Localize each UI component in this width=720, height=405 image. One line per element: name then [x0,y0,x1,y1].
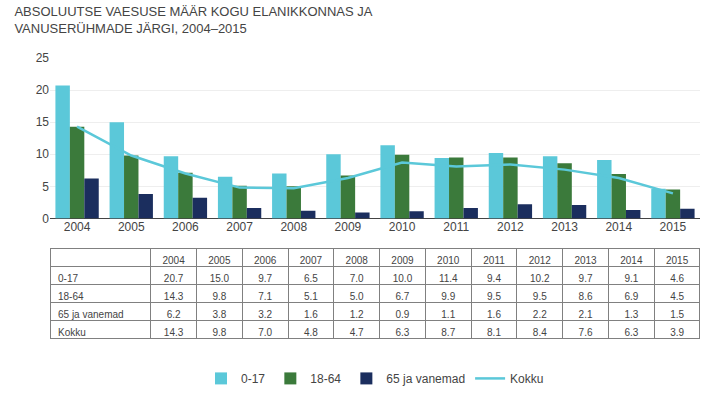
svg-text:6.9: 6.9 [624,291,638,302]
svg-text:Kokku: Kokku [510,372,543,386]
svg-text:Kokku: Kokku [58,327,86,338]
svg-text:6.5: 6.5 [304,273,318,284]
svg-text:7.0: 7.0 [350,273,364,284]
svg-text:9.4: 9.4 [487,273,501,284]
svg-text:2014: 2014 [605,220,632,234]
svg-text:4.6: 4.6 [670,273,684,284]
svg-text:4.8: 4.8 [304,327,318,338]
svg-text:2011: 2011 [443,220,469,234]
svg-text:2.2: 2.2 [533,309,547,320]
svg-text:2.1: 2.1 [579,309,593,320]
svg-text:3.2: 3.2 [258,309,272,320]
svg-text:18-64: 18-64 [58,291,84,302]
svg-text:20.7: 20.7 [164,273,184,284]
svg-text:2008: 2008 [346,255,369,266]
svg-text:6.7: 6.7 [396,291,410,302]
svg-text:11.4: 11.4 [439,273,458,284]
svg-text:2006: 2006 [254,255,277,266]
svg-text:8.6: 8.6 [579,291,593,302]
svg-text:2013: 2013 [551,220,578,234]
svg-text:25: 25 [36,51,50,65]
svg-text:2015: 2015 [660,220,687,234]
svg-text:1.5: 1.5 [670,309,684,320]
svg-text:15.0: 15.0 [210,273,230,284]
svg-text:10.0: 10.0 [393,273,413,284]
svg-text:2009: 2009 [391,255,414,266]
svg-text:14.3: 14.3 [164,327,184,338]
svg-text:7.0: 7.0 [258,327,272,338]
svg-text:2014: 2014 [620,255,643,266]
svg-text:2010: 2010 [437,255,460,266]
svg-text:6.2: 6.2 [167,309,181,320]
svg-text:1.1: 1.1 [441,309,455,320]
svg-text:10: 10 [36,147,50,161]
svg-text:65 ja vanemad: 65 ja vanemad [58,309,124,320]
svg-text:1.6: 1.6 [304,309,318,320]
svg-text:10.2: 10.2 [530,273,550,284]
svg-text:20: 20 [36,83,50,97]
svg-text:2015: 2015 [666,255,689,266]
svg-text:1.2: 1.2 [350,309,364,320]
svg-text:1.3: 1.3 [624,309,638,320]
svg-text:9.8: 9.8 [212,327,226,338]
svg-text:6.3: 6.3 [396,327,410,338]
svg-text:9.5: 9.5 [533,291,547,302]
svg-text:2004: 2004 [162,255,185,266]
svg-text:5.0: 5.0 [350,291,364,302]
svg-text:3.9: 3.9 [670,327,684,338]
svg-text:2005: 2005 [118,220,145,234]
svg-text:9.7: 9.7 [579,273,593,284]
svg-text:8.4: 8.4 [533,327,547,338]
svg-text:2013: 2013 [574,255,597,266]
svg-text:2007: 2007 [300,255,323,266]
svg-text:2011: 2011 [483,255,505,266]
svg-text:2012: 2012 [497,220,524,234]
svg-text:9.8: 9.8 [212,291,226,302]
svg-text:7.6: 7.6 [579,327,593,338]
svg-text:9.5: 9.5 [487,291,501,302]
svg-text:2007: 2007 [226,220,253,234]
svg-text:0-17: 0-17 [58,273,78,284]
svg-text:2005: 2005 [208,255,231,266]
svg-text:2010: 2010 [389,220,416,234]
svg-text:5.1: 5.1 [304,291,318,302]
svg-text:2008: 2008 [280,220,307,234]
svg-text:18-64: 18-64 [310,372,341,386]
svg-text:0: 0 [42,212,49,226]
svg-text:3.8: 3.8 [212,309,226,320]
svg-text:9.9: 9.9 [441,291,455,302]
svg-text:2009: 2009 [335,220,362,234]
svg-text:5: 5 [42,180,49,194]
svg-text:15: 15 [36,115,50,129]
svg-text:14.3: 14.3 [164,291,184,302]
svg-text:4.5: 4.5 [670,291,684,302]
svg-text:4.7: 4.7 [350,327,364,338]
svg-text:8.1: 8.1 [487,327,501,338]
svg-text:7.1: 7.1 [258,291,272,302]
svg-text:0-17: 0-17 [241,372,265,386]
svg-text:1.6: 1.6 [487,309,501,320]
svg-text:65 ja vanemad: 65 ja vanemad [386,372,465,386]
svg-text:8.7: 8.7 [441,327,455,338]
svg-text:2012: 2012 [529,255,552,266]
svg-text:6.3: 6.3 [624,327,638,338]
svg-text:2004: 2004 [64,220,91,234]
svg-text:2006: 2006 [172,220,199,234]
svg-text:9.7: 9.7 [258,273,272,284]
svg-text:ABSOLUUTSE VAESUSE MÄÄR KOGU E: ABSOLUUTSE VAESUSE MÄÄR KOGU ELANIKKONNA… [14,4,372,36]
svg-text:9.1: 9.1 [624,273,638,284]
svg-text:0.9: 0.9 [396,309,410,320]
